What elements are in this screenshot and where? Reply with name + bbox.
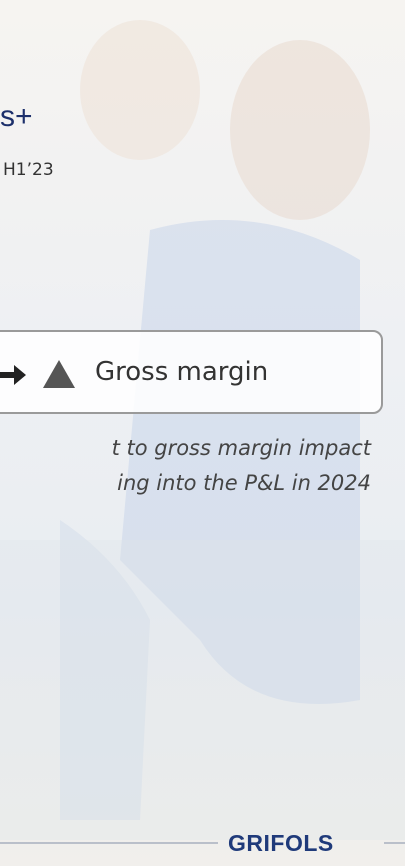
triangle-icon: [43, 360, 75, 388]
note-line: t to gross margin impact: [112, 436, 371, 460]
note-line: ing into the P&L in 2024: [117, 471, 371, 495]
arrow-icon: [0, 365, 26, 385]
callout-label: Gross margin: [95, 357, 268, 387]
background-photo: [0, 0, 405, 866]
logo: GRIFOLS: [228, 830, 334, 857]
callout-icons: [0, 355, 90, 395]
header-period: H1’23: [3, 160, 54, 180]
header-figure: s+: [0, 100, 33, 134]
page: s+ H1’23 Gross margin t to gross margin …: [0, 0, 405, 866]
